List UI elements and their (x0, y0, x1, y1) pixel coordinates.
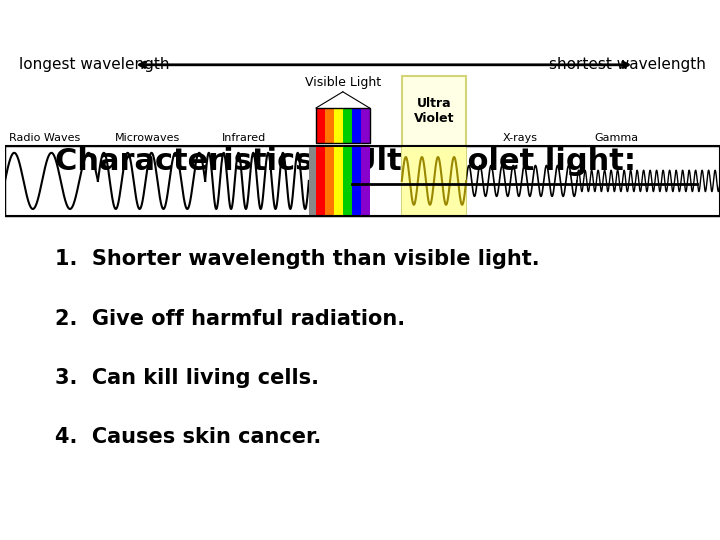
Bar (343, 146, 352, 216)
Bar (334, 146, 343, 216)
Bar (352, 108, 361, 143)
Text: Radio Waves: Radio Waves (9, 133, 80, 143)
Bar (402, 146, 466, 216)
Text: 3.  Can kill living cells.: 3. Can kill living cells. (55, 368, 319, 388)
Bar (316, 108, 369, 143)
Text: Infrared: Infrared (222, 133, 266, 143)
Bar (343, 108, 352, 143)
Bar (5, 146, 720, 216)
Bar (361, 146, 369, 216)
Text: Characteristics of: Characteristics of (55, 147, 369, 177)
Bar (352, 146, 361, 216)
Bar (325, 146, 334, 216)
Text: 2.  Give off harmful radiation.: 2. Give off harmful radiation. (55, 308, 405, 329)
Text: X-rays: X-rays (503, 133, 537, 143)
Bar (5, 146, 720, 216)
Text: 4.  Causes skin cancer.: 4. Causes skin cancer. (55, 427, 321, 448)
Text: Gamma: Gamma (594, 133, 639, 143)
Text: shortest wavelength: shortest wavelength (549, 57, 706, 72)
Bar (316, 108, 325, 143)
Text: longest wavelength: longest wavelength (19, 57, 170, 72)
Bar (402, 76, 466, 216)
Text: Visible Light: Visible Light (305, 76, 381, 89)
Bar (361, 108, 369, 143)
Bar (334, 108, 343, 143)
Bar (325, 108, 334, 143)
Text: 1.  Shorter wavelength than visible light.: 1. Shorter wavelength than visible light… (55, 249, 539, 269)
Text: Ultraviolet light:: Ultraviolet light: (352, 147, 636, 177)
Text: Microwaves: Microwaves (115, 133, 181, 143)
Bar (309, 146, 318, 216)
Bar (316, 146, 325, 216)
Text: Ultra
Violet: Ultra Violet (414, 97, 454, 125)
